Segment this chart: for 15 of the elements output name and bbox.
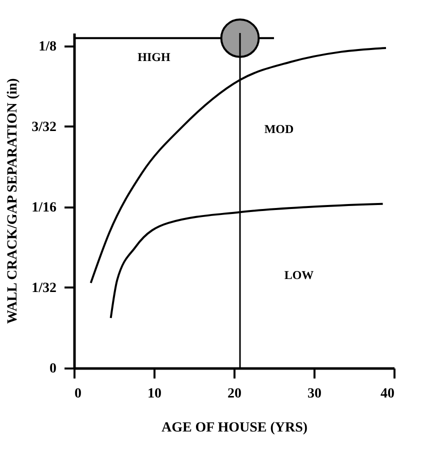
y-axis-title: WALL CRACK/GAP SEPARATION (in): [6, 78, 21, 324]
y-tick-label: 3/32: [32, 120, 56, 135]
annotation: HIGH: [138, 50, 171, 64]
x-tick-label: 0: [74, 386, 82, 402]
y-tick-label: 0: [50, 362, 56, 376]
x-tick-label: 40: [380, 386, 394, 402]
x-tick-label: 30: [308, 386, 322, 402]
x-axis-title: AGE OF HOUSE (YRS): [161, 420, 308, 436]
y-tick-label: 1/16: [32, 200, 56, 216]
annotation: LOW: [284, 268, 314, 282]
x-tick-label: 10: [148, 386, 162, 402]
annotation: MOD: [264, 122, 294, 136]
y-tick-label: 1/8: [38, 39, 56, 54]
x-tick-label: 20: [228, 386, 242, 402]
y-tick-label: 1/32: [32, 280, 56, 296]
